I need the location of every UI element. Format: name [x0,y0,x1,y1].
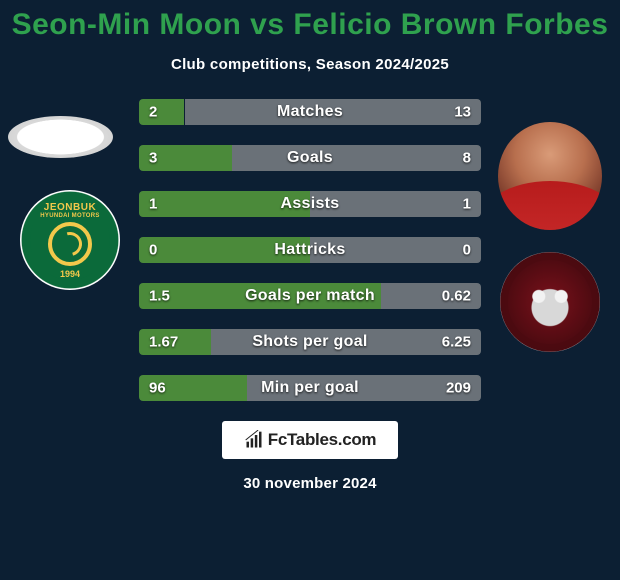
stat-row: 1.50.62Goals per match [139,283,481,309]
stat-row: 00Hattricks [139,237,481,263]
stat-label: Hattricks [139,241,481,259]
stat-row: 96209Min per goal [139,375,481,401]
stat-row: 213Matches [139,99,481,125]
stat-label: Goals [139,149,481,167]
footer-date: 30 november 2024 [0,475,620,492]
subtitle: Club competitions, Season 2024/2025 [0,56,620,73]
stats-list: 213Matches 38Goals 11Assists 00Hattricks 1.5… [0,99,620,401]
stat-row: 11Assists [139,191,481,217]
stat-label: Matches [139,103,481,121]
stat-label: Assists [139,195,481,213]
brand-badge: FcTables.com [222,421,398,459]
stat-label: Goals per match [139,287,481,305]
brand-text: FcTables.com [268,430,377,450]
stat-label: Min per goal [139,379,481,397]
comparison-card: Seon-Min Moon vs Felicio Brown Forbes Cl… [0,0,620,580]
stat-label: Shots per goal [139,333,481,351]
page-title: Seon-Min Moon vs Felicio Brown Forbes [0,8,620,42]
stat-row: 1.676.25Shots per goal [139,329,481,355]
bar-chart-spark-icon [244,430,264,450]
stat-row: 38Goals [139,145,481,171]
